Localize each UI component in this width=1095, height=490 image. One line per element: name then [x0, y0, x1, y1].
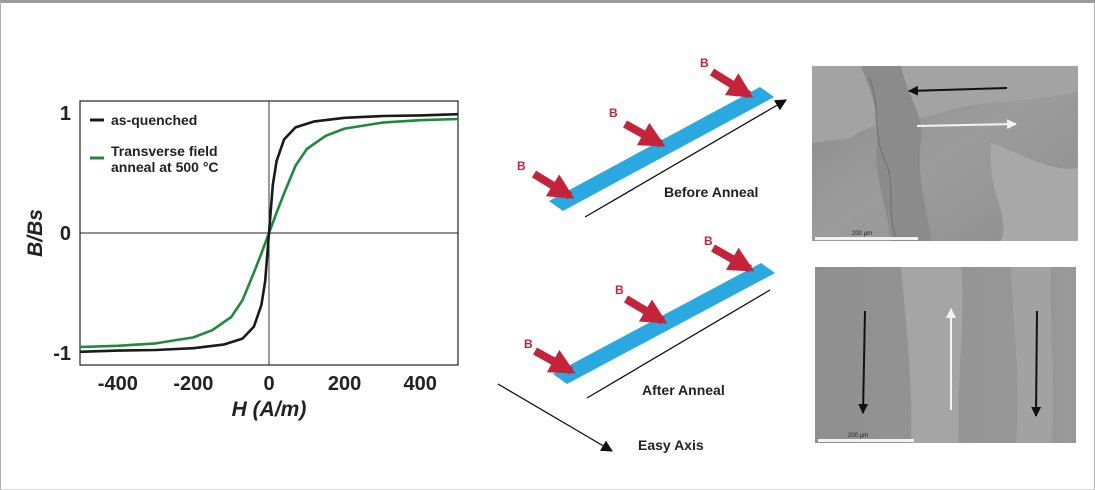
diagram-after-anneal: B B B After Anneal Easy Axis [497, 234, 775, 453]
series-line-as-quenched [79, 112, 459, 354]
legend-label-transverse-anneal: Transverse field anneal at 500 °C [111, 143, 219, 175]
scale-label-top: 200 µm [852, 231, 872, 237]
domain-arrow-down-1 [858, 310, 869, 414]
x-tick-label: 0 [263, 373, 274, 395]
scale-bar-bottom [818, 439, 914, 442]
direction-arrow-after [586, 289, 771, 399]
x-axis-title: H (A/m) [232, 398, 307, 421]
x-tick-label: 200 [328, 373, 361, 395]
field-label-3-before: B [700, 56, 709, 70]
field-label-1-before: B [517, 159, 526, 173]
domain-arrow-down-2 [1031, 310, 1042, 417]
domain-arrow-right [916, 119, 1017, 130]
y-tick-label: 0 [60, 223, 71, 245]
direction-arrow-before [584, 99, 788, 218]
field-label-2-after: B [615, 283, 624, 297]
field-label-1-after: B [524, 337, 533, 351]
x-tick-labels: -400 -200 0 200 400 [98, 373, 437, 395]
x-tick-label: -400 [98, 373, 138, 395]
field-label-2-before: B [609, 106, 618, 120]
scale-bar-top [815, 237, 918, 240]
field-label-3-after: B [704, 234, 713, 248]
y-tick-label: 1 [60, 103, 71, 125]
field-arrow-3-after [711, 244, 755, 273]
diagram-before-anneal: B B B Before Anneal [517, 56, 788, 218]
series-layer [79, 112, 459, 354]
y-axis-title: B/Bs [24, 209, 47, 257]
field-arrow-3-before [709, 68, 754, 99]
figure-canvas: -400 -200 0 200 400 1 0 -1 as-quenched Transve… [24, 56, 1078, 453]
after-anneal-label: After Anneal [642, 382, 725, 398]
x-tick-label: 400 [404, 373, 437, 395]
domain-region-dark [861, 66, 931, 241]
ribbon-strip-after [553, 263, 775, 384]
legend: as-quenched Transverse field anneal at 50… [90, 112, 219, 175]
scale-label-bottom: 200 µm [848, 433, 868, 439]
domain-arrow-left [908, 85, 1008, 96]
legend-label-line: anneal at 500 °C [111, 159, 219, 175]
before-anneal-label: Before Anneal [664, 184, 758, 200]
ribbon-strip-before [549, 87, 774, 211]
domain-wall-line [868, 77, 897, 239]
micrograph-after-anneal: 200 µm [815, 267, 1076, 443]
stripe-domain-2 [1011, 267, 1053, 443]
micrograph-before-anneal: 200 µm [812, 66, 1078, 241]
field-arrow-1-before [531, 170, 575, 200]
x-tick-label: -200 [173, 373, 213, 395]
field-arrow-1-after [533, 347, 576, 375]
domain-region-mid [990, 143, 1078, 241]
legend-label-as-quenched: as-quenched [111, 112, 197, 128]
easy-axis-arrow [497, 383, 614, 452]
field-arrow-2-before [623, 120, 666, 148]
easy-axis-label: Easy Axis [638, 437, 704, 453]
y-tick-labels: 1 0 -1 [53, 103, 71, 365]
hysteresis-chart: -400 -200 0 200 400 1 0 -1 as-quenched Transve… [24, 100, 459, 421]
legend-label-line: Transverse field [111, 143, 218, 159]
y-tick-label: -1 [53, 343, 71, 365]
field-arrow-2-after [623, 295, 668, 325]
